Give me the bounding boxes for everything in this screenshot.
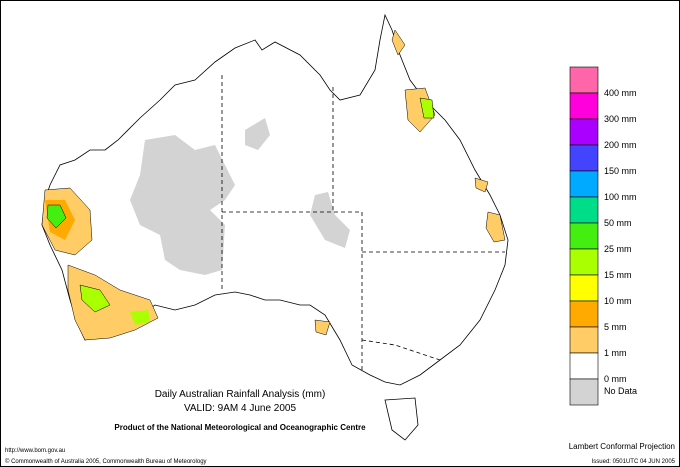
projection: Lambert Conformal Projection — [569, 442, 675, 451]
url: http://www.bom.gov.au — [5, 448, 65, 454]
legend-label: 300 mm — [604, 114, 637, 124]
issued: Issued: 0501UTC 04 JUN 2005 — [592, 459, 676, 465]
legend-label: 400 mm — [604, 88, 637, 98]
legend-swatch — [569, 248, 599, 276]
legend-swatch — [569, 66, 599, 94]
tasmania — [384, 397, 419, 441]
legend: 400 mm 300 mm 200 mm 150 mm 100 mm 50 mm 25 mm… — [569, 66, 637, 406]
no-data-areas — [130, 118, 350, 275]
valid-time: VALID: 9AM 4 June 2005 — [184, 403, 297, 414]
legend-label: 0 mm — [604, 374, 627, 384]
legend-swatch — [569, 92, 599, 120]
product: Product of the National Meteorological a… — [114, 423, 366, 432]
legend-label: 10 mm — [604, 296, 632, 306]
legend-label: 150 mm — [604, 166, 637, 176]
legend-label: 200 mm — [604, 140, 637, 150]
state-borders — [221, 75, 505, 372]
legend-label: 5 mm — [604, 322, 627, 332]
legend-label: No Data — [604, 386, 637, 396]
copyright: © Commonwealth of Australia 2005, Common… — [5, 458, 207, 465]
legend-label: 50 mm — [604, 218, 632, 228]
legend-swatch — [569, 170, 599, 198]
title: Daily Australian Rainfall Analysis (mm) — [155, 389, 326, 400]
legend-swatch — [569, 222, 599, 250]
legend-swatch — [569, 300, 599, 328]
legend-label: 1 mm — [604, 348, 627, 358]
legend-swatch — [569, 118, 599, 146]
legend-swatch — [569, 144, 599, 172]
legend-label: 100 mm — [604, 192, 637, 202]
legend-swatch — [569, 326, 599, 354]
rain-areas — [41, 29, 506, 341]
legend-label: 15 mm — [604, 270, 632, 280]
legend-label: 25 mm — [604, 244, 632, 254]
legend-swatch — [569, 274, 599, 302]
legend-swatch — [569, 378, 599, 406]
legend-swatch — [569, 196, 599, 224]
legend-swatch — [569, 352, 599, 380]
